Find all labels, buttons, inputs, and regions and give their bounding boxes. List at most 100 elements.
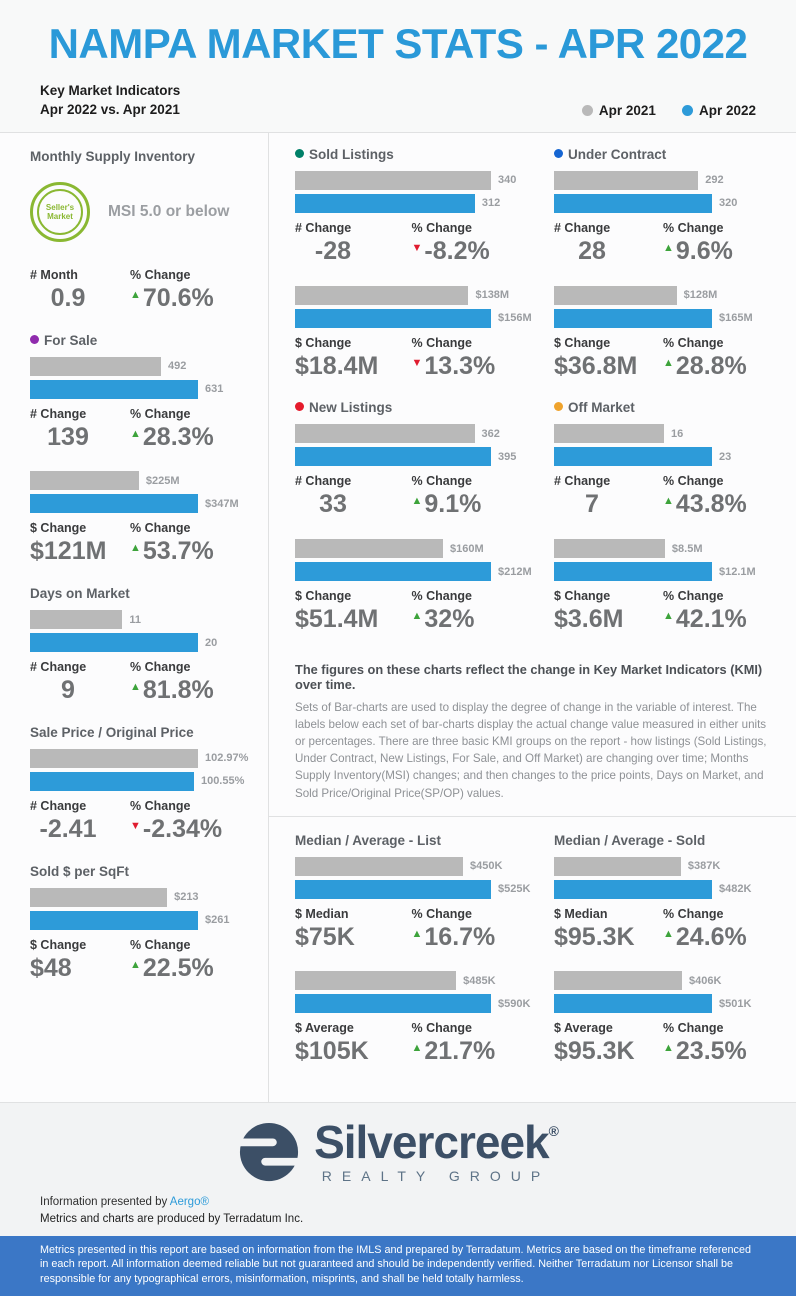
stat-value: $105K [295,1037,369,1066]
brand-tagline: REALTY GROUP [321,1168,551,1185]
bar-apr-2021 [554,539,665,559]
up-arrow-icon: ▲ [130,288,141,301]
bar-value-label: $156M [498,312,532,325]
stat-value: $95.3K [554,922,635,951]
bar-pair-row: $225M $347M $ Change $121M% Change ▲53.7% [30,471,239,566]
subtitle-line-2: Apr 2022 vs. Apr 2021 [40,101,180,117]
stat-label: $ Change [295,335,352,350]
bar-apr-2022 [554,447,712,467]
sold-per-sqft-section: Sold $ per SqFt $213 $261 $ Change $48% Chan… [30,864,230,983]
stat-label: % Change [411,220,472,235]
section-title: Median / Average - List [295,832,442,848]
stat-change: # Change 7 [554,474,663,519]
bar-pair-row: 16 23 # Change 7% Change ▲43.8% [554,424,772,519]
stat-value: ▲24.6% [663,922,747,951]
up-arrow-icon: ▲ [663,927,674,940]
stat-value: ▲22.5% [130,953,214,982]
report-subtitle: Key Market Indicators Apr 2022 vs. Apr 2… [40,82,180,120]
bar-apr-2021 [554,424,664,444]
report-footer: Silvercreek® REALTY GROUP Information pr… [0,1103,796,1296]
kmi-grid-top: Sold Listings 340 312 # Change -28% Change ▼-… [295,147,772,654]
bar-apr-2022 [30,910,198,930]
bar-value-label: $261 [205,914,230,927]
stat-value: $18.4M [295,351,379,380]
produced-by-line: Metrics and charts are produced by Terra… [40,1212,304,1225]
legend-dot-apr-2021-icon [581,104,593,116]
bar-value-label: 292 [705,174,724,187]
report-header: NAMPA MARKET STATS - APR 2022 [0,0,796,72]
subtitle-line-1: Key Market Indicators [40,83,181,98]
section-title: Days on Market [30,586,130,602]
stat-pct-change: % Change ▲9.1% [412,474,529,519]
stat-value: 7 [585,490,599,519]
stat-label: % Change [411,906,472,921]
sellers-market-badge-icon: Seller's Market [30,181,90,242]
bar-value-label: $12.1M [719,565,756,578]
bar-pair-row: $450K $525K $ Median $75K% Change ▲16.7% [295,856,530,952]
bar-value-label: 395 [498,450,517,463]
bar-value-label: $128M [683,289,718,302]
bar-pair-row: $128M $165M $ Change $36.8M% Change ▲28.8% [554,285,772,381]
stat-label: % Change [663,906,724,921]
explanation-title: The figures on these charts reflect the … [295,661,763,692]
msi-caption: MSI 5.0 or below [108,202,230,220]
bar-apr-2022 [295,562,491,582]
stat-value: ▼13.3% [411,351,496,380]
stat-value: ▲9.1% [411,490,482,519]
stat-label: # Change [30,660,87,675]
stat-value: $3.6M [554,605,624,634]
up-arrow-icon: ▲ [663,356,674,369]
bar-apr-2022 [30,633,198,653]
stat-label: % Change [411,335,472,350]
stat-value: -2.41 [39,814,97,843]
bar-apr-2022 [295,308,491,328]
stat-value: 139 [47,422,89,451]
bar-apr-2021 [295,856,463,876]
section-title: Sale Price / Original Price [30,724,194,740]
aergo-link[interactable]: Aergo® [169,1196,209,1209]
bar-value-label: 320 [719,197,738,210]
kmi-grid-bottom: Median / Average - List $450K $525K $ Media… [295,833,772,1087]
bar-apr-2022 [554,562,712,582]
bar-value-label: 20 [205,636,218,649]
right-area: Sold Listings 340 312 # Change -28% Change ▼-… [269,133,796,1102]
sold-listings-section: Sold Listings 340 312 # Change -28% Change ▼-… [295,147,532,381]
bar-apr-2021 [30,356,162,376]
middle-column-bottom: Median / Average - List $450K $525K $ Media… [295,832,530,1087]
sold-listings-dot-icon [295,148,304,158]
stat-value: $121M [30,537,107,566]
left-column: Monthly Supply Inventory Seller's Market… [0,132,269,1103]
stat-label: # Change [554,220,611,235]
monthly-supply-inventory-section: Monthly Supply Inventory Seller's Market… [30,149,230,313]
stat-label: % Change [411,474,472,489]
stat-value: $95.3K [554,1037,635,1066]
badge-text-line-1: Seller's [45,202,75,212]
bar-apr-2022 [554,308,712,328]
stat-pct-change: % Change ▲43.8% [663,474,772,519]
stat-value: 0.9 [50,283,86,312]
bar-apr-2021 [30,887,168,907]
up-arrow-icon: ▲ [411,610,423,623]
bar-value-label: $213 [174,891,199,904]
stat-change: # Change 28 [554,221,663,266]
stat-label: % Change [663,474,724,489]
stat-pct-change: % Change ▲23.5% [663,1021,772,1066]
median-average-list-section: Median / Average - List $450K $525K $ Media… [295,832,530,1067]
bar-apr-2021 [30,471,139,491]
middle-column: Sold Listings 340 312 # Change -28% Change ▼-… [295,147,532,654]
stat-change: $ Average $105K [295,1021,412,1066]
bar-value-label: 631 [205,383,224,396]
presented-by-line: Information presented by Aergo® [40,1196,209,1209]
under-contract-dot-icon [554,148,563,158]
bar-value-label: 16 [670,427,684,440]
stat-value: ▲70.6% [130,283,214,312]
up-arrow-icon: ▲ [663,1042,674,1055]
legend-item-apr-2021: Apr 2021 [581,103,656,118]
stat-pct-change: % Change ▼-2.34% [130,799,230,844]
stat-change: $ Change $121M [30,521,130,566]
bar-apr-2021 [295,170,491,190]
stat-value: 28 [578,236,606,265]
page-title: NAMPA MARKET STATS - APR 2022 [48,20,748,67]
section-title: Sold $ per SqFt [30,863,130,879]
